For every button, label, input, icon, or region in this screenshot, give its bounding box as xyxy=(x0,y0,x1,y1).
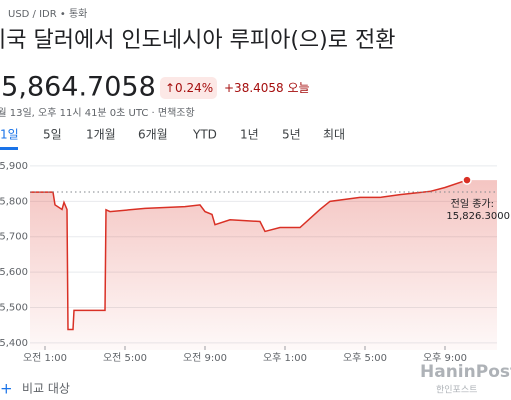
y-tick-label: 15,600 xyxy=(0,267,28,278)
tab[interactable]: 1년 xyxy=(240,128,259,142)
x-tick-label: 오후 9:00 xyxy=(423,352,467,364)
price: 15,864.7058 xyxy=(0,72,156,103)
tab-indicator xyxy=(0,147,18,150)
y-tick-label: 15,700 xyxy=(0,232,28,243)
y-tick-label: 15,800 xyxy=(0,196,28,207)
change-badge xyxy=(160,77,217,99)
compare-icon[interactable]: + xyxy=(0,380,13,398)
x-tick-label: 오전 9:00 xyxy=(183,352,227,364)
breadcrumb[interactable]: USD / IDR • 통화 xyxy=(8,8,87,20)
tab[interactable]: YTD xyxy=(192,128,217,142)
tabs: 1일 5일 1개월 6개월 YTD 1년 5년 최대 xyxy=(0,128,345,142)
price-line xyxy=(30,179,468,331)
tab[interactable]: 1일 xyxy=(0,128,19,142)
previous-close-label: 전일 종가: xyxy=(451,198,494,210)
timestamp: 1월 13일, 오후 11시 41분 0초 UTC · 면책조항 xyxy=(0,107,195,119)
compare[interactable]: 비교 대상 xyxy=(22,382,70,396)
x-tick-label: 오후 1:00 xyxy=(263,352,307,364)
y-tick-label: 15,400 xyxy=(0,338,28,349)
current-point xyxy=(462,175,472,185)
y-tick-label: 15,900 xyxy=(0,161,28,172)
area-fill xyxy=(30,180,497,350)
tab[interactable]: 최대 xyxy=(323,128,345,142)
tab[interactable]: 6개월 xyxy=(138,128,168,142)
chart: 15,400 15,500 15,600 15,700 15,800 15,900 오전 1… xyxy=(0,161,510,364)
title: 미국 달러에서 인도네시아 루피아(으)로 전환 xyxy=(0,28,395,53)
x-tick-label: 오후 5:00 xyxy=(343,352,387,364)
tab[interactable]: 1개월 xyxy=(86,128,116,142)
tab[interactable]: 5년 xyxy=(282,128,301,142)
y-tick-label: 15,500 xyxy=(0,303,28,314)
watermark-sub: 한인포스트 xyxy=(436,385,477,396)
change-percent: ↑0.24% xyxy=(165,81,213,95)
x-tick-label: 오전 1:00 xyxy=(23,352,67,364)
watermark: HaninPost xyxy=(420,362,511,382)
change-today: +38.4058 오늘 xyxy=(224,81,310,95)
tab[interactable]: 5일 xyxy=(43,128,62,142)
x-tick-label: 오전 5:00 xyxy=(103,352,147,364)
previous-close-value: 15,826.3000 xyxy=(446,211,510,222)
